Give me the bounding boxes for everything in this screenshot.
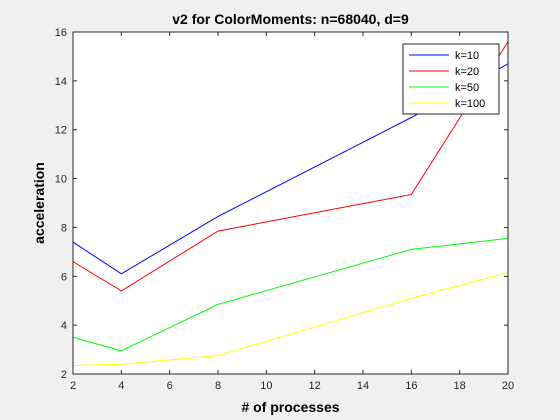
legend-label-k-50: k=50 [455,82,479,94]
x-tick-label-1: 4 [118,380,124,392]
y-axis-label: acceleration [31,162,47,244]
y-tick-label-4: 10 [55,174,67,186]
x-tick-label-6: 14 [357,380,369,392]
y-tick-label-0: 2 [61,369,67,381]
y-tick-label-6: 14 [55,76,67,88]
legend: k=10 k=20 k=50 k=100 [402,43,500,115]
plot-frame [72,31,509,375]
series-line-k-50 [72,237,509,352]
legend-box [402,43,500,115]
series-line-k-20 [72,41,509,292]
chart-title: v2 for ColorMoments: n=68040, d=9 [172,11,409,27]
legend-label-k-20: k=20 [455,66,479,78]
x-tick-label-5: 12 [309,380,321,392]
series-line-k-100 [72,272,509,366]
x-tick-label-7: 16 [405,380,417,392]
y-tick-label-2: 6 [61,271,67,283]
legend-label-k-100: k=100 [455,98,485,110]
y-tick-label-3: 8 [61,222,67,234]
x-axis-label: # of processes [241,399,339,415]
x-tick-label-9: 20 [502,380,514,392]
ticks-layer: 2 4 6 8 10 12 14 16 18 20 2 4 6 8 10 12 14 16 [55,27,514,392]
legend-label-k-10: k=10 [455,50,479,62]
x-tick-label-3: 8 [215,380,221,392]
y-tick-label-5: 12 [55,125,67,137]
y-tick-label-1: 4 [61,320,67,332]
x-tick-label-2: 6 [167,380,173,392]
x-tick-label-8: 18 [454,380,466,392]
y-tick-label-7: 16 [55,27,67,39]
x-tick-label-0: 2 [70,380,76,392]
x-tick-label-4: 10 [260,380,272,392]
